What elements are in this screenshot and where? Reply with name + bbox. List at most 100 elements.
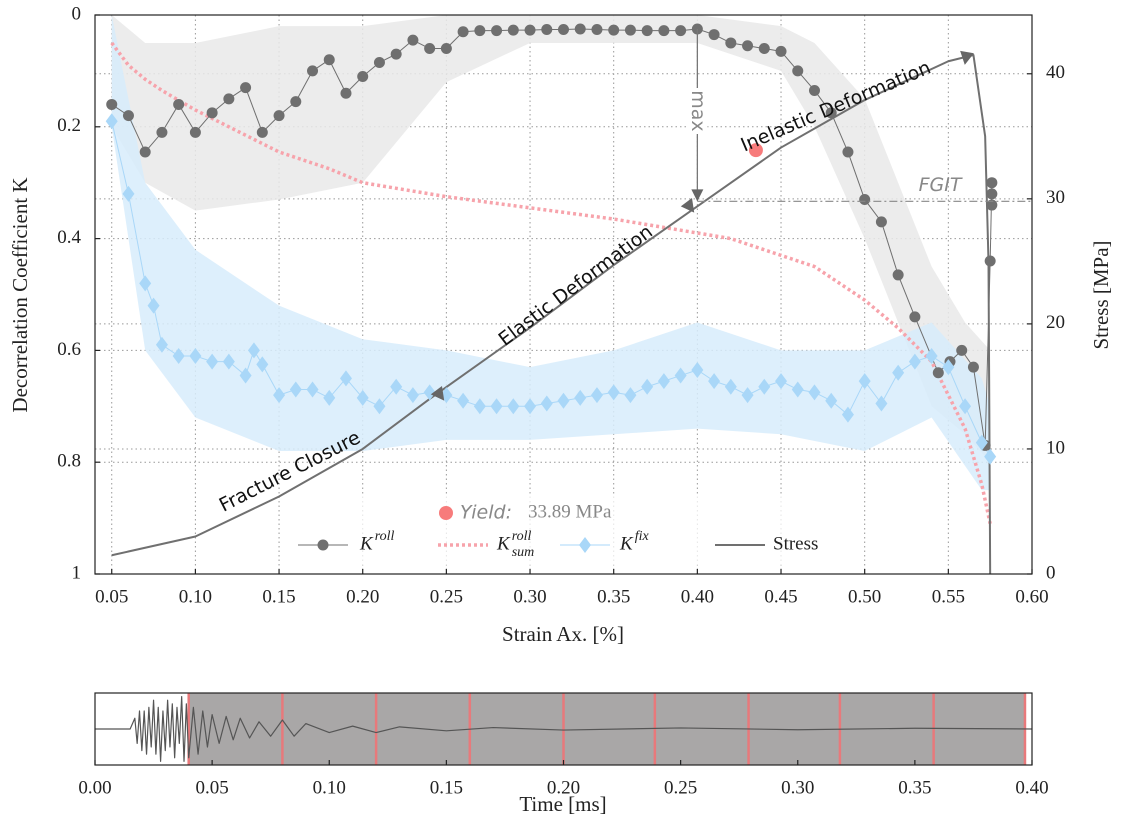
data-point [590, 387, 603, 404]
plot-frame [94, 692, 1033, 766]
data-point [657, 373, 670, 390]
data-point [407, 34, 419, 46]
data-point [641, 378, 654, 395]
data-point [775, 373, 788, 390]
data-point [373, 398, 386, 415]
data-point [289, 381, 302, 398]
x-tick-label: 0.40 [1015, 777, 1048, 798]
y2-tick-label: 10 [1046, 437, 1065, 458]
data-point [147, 297, 160, 314]
y2-tick-label: 20 [1046, 312, 1065, 333]
data-point [967, 361, 979, 373]
data-point [507, 24, 519, 36]
x-tick-label: 0.45 [764, 586, 797, 607]
data-point [339, 370, 352, 387]
data-point [791, 381, 804, 398]
legend-sub: sum [512, 545, 535, 560]
series-line [111, 54, 992, 575]
legend-marker [439, 506, 453, 520]
data-point [490, 398, 503, 415]
data-point [440, 43, 452, 55]
data-point [457, 392, 470, 409]
data-point [239, 367, 252, 384]
data-point [658, 25, 670, 37]
data-point [841, 406, 854, 423]
data-point [541, 24, 553, 36]
data-point [557, 392, 570, 409]
data-point [340, 87, 352, 99]
data-point [942, 359, 955, 376]
data-point [122, 185, 135, 202]
data-point [775, 45, 787, 57]
direction-arrow [960, 50, 974, 65]
data-point [473, 398, 486, 415]
data-point [892, 269, 904, 281]
data-point [390, 378, 403, 395]
data-point [984, 255, 996, 267]
x-tick-label: 0.00 [78, 777, 111, 798]
data-point [256, 356, 269, 373]
x-tick-label: 0.10 [313, 777, 346, 798]
data-point [741, 387, 754, 404]
data-point [624, 24, 636, 36]
data-point [986, 177, 998, 189]
data-point [624, 387, 637, 404]
data-point [984, 448, 997, 465]
data-point [256, 126, 268, 138]
data-point [808, 384, 821, 401]
data-point [457, 26, 469, 38]
data-point [540, 395, 553, 412]
x-axis-label: Strain Ax. [%] [502, 622, 624, 646]
x-tick-label: 0.15 [262, 586, 295, 607]
max-arrow [691, 189, 704, 202]
x-tick-label: 0.05 [196, 777, 229, 798]
legend-bg [290, 495, 850, 565]
data-point [574, 389, 587, 406]
x-tick-label: 0.50 [848, 586, 881, 607]
data-point [607, 384, 620, 401]
data-point [925, 347, 938, 364]
data-point [307, 65, 319, 77]
data-point [106, 98, 118, 110]
data-point [892, 364, 905, 381]
data-point [608, 24, 620, 36]
data-point [524, 24, 536, 36]
legend-sup: roll [512, 529, 532, 544]
direction-arrow [680, 197, 695, 213]
data-point [122, 110, 134, 122]
x-tick-label: 0.15 [430, 777, 463, 798]
data-point [591, 24, 603, 36]
y-tick-label: 0.8 [57, 451, 81, 472]
data-point [558, 24, 569, 36]
data-point [357, 70, 369, 82]
confidence-band [111, 15, 991, 491]
data-point [306, 381, 319, 398]
data-point [674, 367, 687, 384]
data-point [724, 378, 737, 395]
legend-marker [579, 537, 591, 553]
series-line [95, 696, 1033, 762]
data-point [323, 54, 335, 66]
x-tick-label: 0.35 [898, 777, 931, 798]
data-point [423, 384, 436, 401]
legend-label: K [496, 533, 511, 554]
data-point [909, 311, 921, 323]
legend-label: 33.89 MPa [528, 501, 612, 522]
data-point [875, 216, 887, 228]
data-point [986, 199, 998, 211]
data-point [290, 96, 302, 108]
data-point [956, 344, 968, 356]
data-point [222, 353, 235, 370]
data-point [390, 48, 402, 60]
data-point [842, 146, 854, 158]
confidence-band [111, 15, 991, 463]
data-point [491, 25, 503, 37]
y2-tick-label: 40 [1046, 62, 1065, 83]
x-tick-label: 0.30 [781, 777, 814, 798]
max-label: max [687, 90, 709, 131]
data-point [424, 43, 436, 55]
x-tick-label: 0.40 [681, 586, 714, 607]
data-point [172, 347, 185, 364]
